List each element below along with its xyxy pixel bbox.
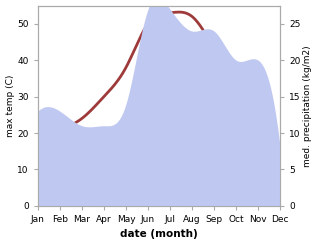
Y-axis label: max temp (C): max temp (C)	[5, 74, 15, 137]
Y-axis label: med. precipitation (kg/m2): med. precipitation (kg/m2)	[303, 45, 313, 167]
X-axis label: date (month): date (month)	[120, 230, 198, 239]
